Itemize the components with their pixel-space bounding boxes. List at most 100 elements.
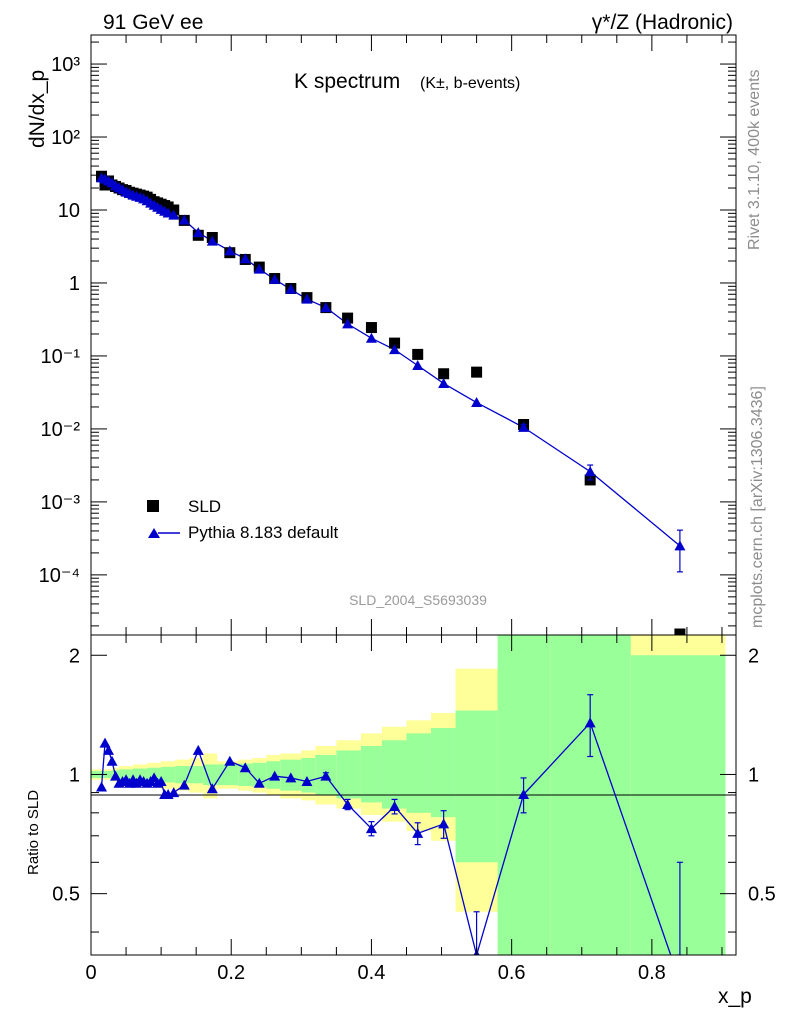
y-tick-label: 1 [69,273,80,295]
legend: SLD Pythia 8.183 default [147,497,339,542]
ratio-inner-band [301,758,316,793]
pythia-data-point [320,302,332,313]
ratio-data-point [301,775,313,786]
y-tick-label: 10⁻² [41,419,81,441]
ratio-data-point [99,737,111,748]
process-label: γ*/Z (Hadronic) [592,11,733,34]
ratio-data-point [103,744,115,755]
pythia-data-point [285,283,297,294]
ratio-data-point [365,823,377,834]
ratio-y-tick-label-right: 2 [748,645,759,667]
x-tick-label: 0.2 [217,962,245,984]
ratio-y-tick-labels: 0.5 0.5 1 1 2 2 [52,645,776,905]
x-tick-label: 0.4 [358,962,386,984]
sld-data-point [342,312,354,324]
ratio-inner-band [381,740,407,809]
ratio-data-point [518,788,530,799]
x-tick-labels: 0 0.2 0.4 0.6 0.8 [85,962,665,984]
pythia-data-point [168,209,180,220]
ratio-inner-band [431,728,456,818]
legend-pythia-marker [148,528,160,538]
ratio-data-point [239,762,251,773]
legend-pythia-label: Pythia 8.183 default [188,523,339,542]
y-tick-label: 10⁻⁴ [39,565,80,587]
ratio-data-point [320,770,332,781]
ratio-data-point [206,783,218,794]
main-plot-frame [90,34,737,636]
sld-data-point [365,322,377,334]
y-tick-label: 10⁻¹ [41,346,81,368]
ratio-inner-band [360,745,382,803]
sld-data-point [162,201,174,213]
pythia-data-point [412,359,424,370]
pythia-data-point [206,235,218,246]
main-y-axis-label: dN/dx_p [26,70,49,148]
ratio-data-point [224,755,236,766]
pythia-data-point [224,245,236,256]
main-axis-ticks [90,35,736,635]
ratio-y-tick-label-right: 1 [748,764,759,786]
ratio-axis-ticks [90,635,736,955]
y-tick-label: 10 [58,200,80,222]
ratio-data-point [110,770,122,781]
pythia-data-point [192,227,204,238]
ratio-data-point [342,798,354,809]
ratio-plot-frame [90,634,737,956]
energy-label: 91 GeV ee [103,11,203,34]
ratio-series-group [96,694,683,955]
ratio-data-point [389,801,401,812]
plot-title: K spectrum [294,70,400,93]
pythia-data-point [389,344,401,355]
pythia-data-point [253,263,265,274]
x-tick-label: 0.6 [498,962,526,984]
pythia-data-point [471,397,483,408]
pythia-series-line [101,177,681,547]
ratio-inner-band [203,764,218,786]
x-axis-label: x_p [718,985,752,1008]
ratio-data-point [155,775,167,786]
ratio-inner-band [175,766,190,784]
sld-data-point [471,366,483,378]
main-y-tick-labels: 10⁻⁴ 10⁻³ 10⁻² 10⁻¹ 1 10 10² 10³ [39,54,81,587]
ratio-y-tick-label-left: 1 [69,764,80,786]
pythia-data-point [269,273,281,284]
pythia-data-point [178,214,190,225]
ratio-data-point [253,777,265,788]
analysis-watermark: SLD_2004_S5693039 [349,592,487,608]
rivet-version-label: Rivet 3.1.10, 400k events [746,69,763,250]
ratio-inner-band [406,733,432,813]
y-tick-label: 10⁻³ [41,492,81,514]
ratio-data-point [96,781,108,792]
ratio-inner-band [455,710,498,863]
ratio-inner-band [630,655,726,955]
main-panel: 10⁻⁴ 10⁻³ 10⁻² 10⁻¹ 1 10 10² 10³ K spectrum (K±… [26,34,737,636]
ratio-inner-band [161,766,176,783]
ratio-data-point [438,818,450,829]
pythia-data-point [342,318,354,329]
ratio-inner-band [252,762,267,787]
ratio-panel: 0.5 0.5 1 1 2 2 0 0.2 0.4 0.6 0.8 Ratio to SLD x_… [25,634,776,1008]
main-data-marks [96,170,686,635]
pythia-data-point [365,332,377,343]
y-tick-label: 10³ [51,54,80,76]
mcplots-reference-label: mcplots.cern.ch [arXiv:1306.3436] [749,386,766,628]
pythia-data-point [239,253,251,264]
ratio-y-axis-label: Ratio to SLD [25,790,42,875]
ratio-data-marks [96,694,683,955]
ratio-data-point [106,755,118,766]
ratio-data-point [584,717,596,728]
y-tick-label: 10² [51,127,80,149]
ratio-data-point [285,772,297,783]
ratio-inner-band [189,766,204,784]
ratio-data-point [192,744,204,755]
x-tick-label: 0.8 [638,962,666,984]
pythia-data-point [518,421,530,432]
pythia-data-point [301,293,313,304]
ratio-inner-band [217,764,239,786]
ratio-data-point [269,770,281,781]
ratio-inner-band [336,750,361,799]
sld-data-point [438,368,450,380]
sld-data-point [412,348,424,360]
sld-data-point [674,628,686,635]
